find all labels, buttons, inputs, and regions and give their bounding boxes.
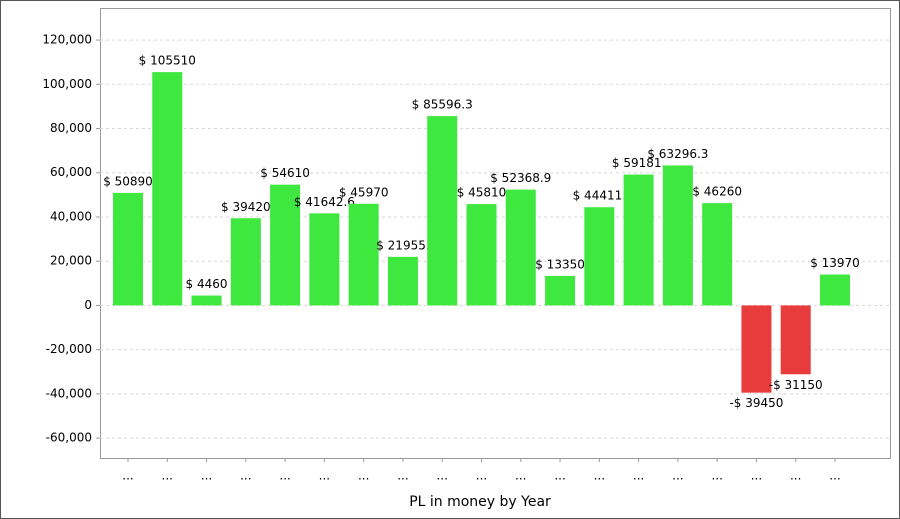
- value-label: $ 105510: [139, 54, 196, 68]
- value-label: $ 50890: [103, 174, 153, 188]
- value-label: $ 46260: [692, 185, 742, 199]
- bar: [662, 165, 693, 306]
- x-tick-label: ...: [790, 469, 801, 483]
- x-axis-title: PL in money by Year: [409, 494, 551, 510]
- x-tick-label: ...: [240, 469, 251, 483]
- x-tick-label: ...: [397, 469, 408, 483]
- bar: [780, 305, 811, 375]
- bar: [505, 189, 536, 306]
- bar: [466, 204, 497, 306]
- x-tick-label: ...: [319, 469, 330, 483]
- x-tick-label: ...: [554, 469, 565, 483]
- bar: [545, 275, 576, 306]
- value-label: $ 59181.: [612, 156, 665, 170]
- bar: [387, 256, 418, 306]
- bar: [270, 184, 301, 306]
- bar: [348, 203, 379, 306]
- y-tick-label: 60,000: [50, 165, 92, 179]
- value-label: $ 4460: [186, 277, 228, 291]
- value-label: $ 41642.6: [294, 195, 355, 209]
- x-tick-label: ...: [201, 469, 212, 483]
- bar: [152, 72, 183, 306]
- value-label: $ 54610: [260, 166, 310, 180]
- y-tick-label: 100,000: [42, 77, 92, 91]
- x-tick-label: ...: [829, 469, 840, 483]
- x-tick-label: ...: [751, 469, 762, 483]
- value-label: $ 44411.: [573, 189, 626, 203]
- value-label: $ 63296.3: [647, 147, 708, 161]
- value-label: $ 52368.9: [490, 171, 551, 185]
- value-label: $ 13970: [810, 256, 860, 270]
- value-label: $ 13350: [535, 257, 585, 271]
- value-label: $ 45810: [457, 186, 507, 200]
- bar: [584, 207, 615, 306]
- x-tick-label: ...: [711, 469, 722, 483]
- y-tick-label: 120,000: [42, 33, 92, 47]
- value-label: $ 85596.3: [412, 98, 473, 112]
- bar: [191, 295, 222, 306]
- value-label: $ 45970: [339, 185, 389, 199]
- bar: [230, 218, 261, 306]
- value-label: $ 39420: [221, 200, 271, 214]
- bar: [623, 174, 654, 306]
- value-label: -$ 39450: [729, 396, 783, 410]
- bar: [309, 213, 340, 306]
- bar: [820, 274, 850, 306]
- x-tick-label: ...: [594, 469, 605, 483]
- bar: [702, 203, 733, 306]
- x-tick-label: ...: [515, 469, 526, 483]
- y-tick-label: -60,000: [46, 431, 92, 445]
- y-tick-label: 80,000: [50, 121, 92, 135]
- x-tick-label: ...: [436, 469, 447, 483]
- y-tick-label: -40,000: [46, 386, 92, 400]
- bar: [113, 192, 143, 306]
- x-tick-label: ...: [633, 469, 644, 483]
- x-tick-label: ...: [672, 469, 683, 483]
- value-label: $ 21955.: [376, 238, 429, 252]
- x-tick-label: ...: [162, 469, 173, 483]
- x-tick-label: ...: [279, 469, 290, 483]
- y-tick-label: 40,000: [50, 209, 92, 223]
- x-tick-label: ...: [476, 469, 487, 483]
- bar: [427, 116, 458, 306]
- y-tick-label: 20,000: [50, 254, 92, 268]
- value-label: -$ 31150: [769, 378, 823, 392]
- y-tick-label: -20,000: [46, 342, 92, 356]
- x-tick-label: ...: [358, 469, 369, 483]
- x-tick-label: ...: [122, 469, 133, 483]
- y-tick-label: 0: [84, 298, 92, 312]
- bar: [741, 305, 772, 393]
